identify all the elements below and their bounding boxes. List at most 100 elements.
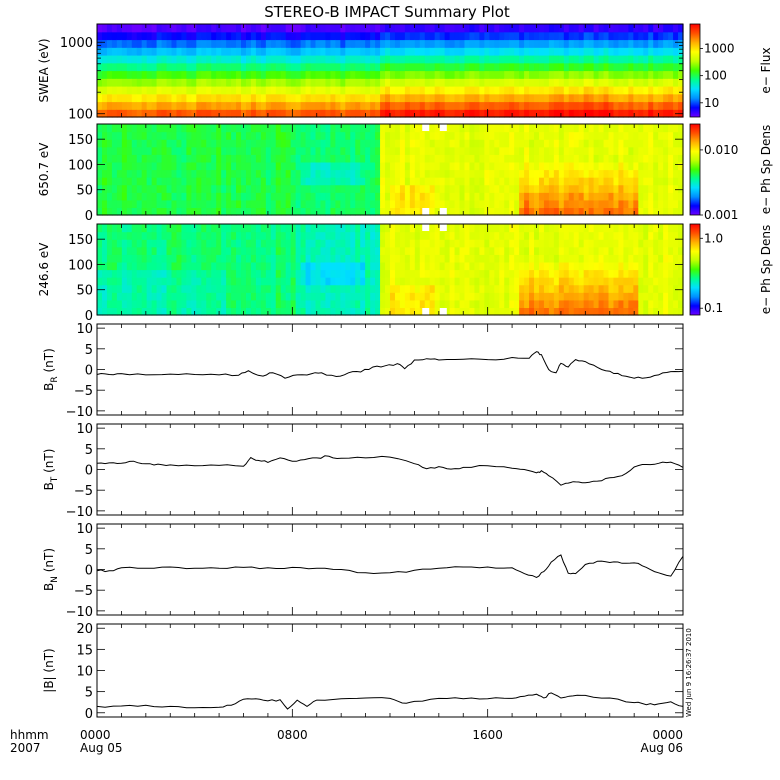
- heatmap-cell: [97, 124, 103, 133]
- heatmap-cell: [489, 146, 495, 155]
- heatmap-cell: [290, 47, 297, 56]
- heatmap-cell: [226, 169, 232, 178]
- heatmap-cell: [573, 207, 580, 216]
- heatmap-cell: [186, 207, 192, 216]
- heatmap-cell: [638, 169, 644, 178]
- heatmap-cell: [543, 161, 550, 171]
- heatmap-cell: [126, 39, 133, 48]
- heatmap-cell: [479, 207, 485, 216]
- heatmap-cell: [529, 39, 535, 48]
- heatmap-cell: [444, 101, 451, 110]
- heatmap-cell: [628, 124, 634, 133]
- heatmap-cell: [454, 169, 461, 178]
- heatmap-cell: [116, 78, 123, 87]
- heatmap-cell: [449, 261, 456, 271]
- heatmap-cell: [275, 24, 282, 33]
- heatmap-cell: [330, 224, 336, 233]
- heatmap-cell: [375, 47, 381, 56]
- heatmap-cell: [653, 184, 659, 193]
- heatmap-cell: [434, 269, 441, 278]
- heatmap-cell: [454, 139, 461, 148]
- heatmap-cell: [479, 269, 485, 278]
- heatmap-cell: [101, 154, 108, 163]
- heatmap-cell: [509, 184, 515, 193]
- heatmap-cell: [524, 131, 530, 140]
- heatmap-cell: [241, 254, 247, 263]
- heatmap-cell: [335, 177, 341, 186]
- heatmap-cell: [414, 86, 421, 95]
- heatmap-cell: [404, 169, 411, 178]
- heatmap-cell: [628, 93, 634, 103]
- heatmap-cell: [504, 207, 510, 216]
- heatmap-cell: [136, 93, 143, 103]
- heatmap-cell: [166, 277, 173, 286]
- heatmap-cell: [678, 177, 684, 186]
- heatmap-cell: [325, 101, 332, 110]
- heatmap-cell: [365, 169, 371, 178]
- heatmap-cell: [265, 161, 272, 171]
- heatmap-cell: [519, 101, 525, 110]
- heatmap-cell: [350, 284, 356, 293]
- heatmap-cell: [678, 261, 684, 271]
- heatmap-cell: [404, 307, 411, 316]
- heatmap-cell: [355, 146, 361, 155]
- heatmap-cell: [221, 269, 227, 278]
- heatmap-cell: [216, 177, 222, 186]
- heatmap-cell: [260, 292, 267, 301]
- heatmap-cell: [390, 224, 396, 233]
- heatmap-cell: [673, 93, 679, 103]
- heatmap-cell: [489, 254, 495, 263]
- heatmap-cell: [573, 254, 580, 263]
- heatmap-cell: [419, 55, 426, 64]
- heatmap-cell: [255, 292, 262, 301]
- heatmap-cell: [250, 269, 257, 278]
- heatmap-cell: [300, 55, 307, 64]
- heatmap-cell: [211, 269, 217, 278]
- heatmap-cell: [663, 31, 669, 41]
- heatmap-cell: [648, 269, 654, 278]
- heatmap-cell: [236, 47, 242, 56]
- heatmap-cell: [548, 124, 555, 133]
- data-gap: [439, 208, 447, 215]
- heatmap-cell: [156, 184, 163, 193]
- heatmap-cell: [101, 292, 108, 301]
- heatmap-cell: [543, 131, 550, 140]
- heatmap-cell: [161, 292, 168, 301]
- heatmap-cell: [390, 47, 396, 56]
- heatmap-cell: [226, 109, 232, 118]
- heatmap-cell: [494, 139, 500, 148]
- heatmap-cell: [563, 169, 570, 178]
- heatmap-cell: [553, 199, 560, 209]
- heatmap-cell: [365, 47, 371, 56]
- heatmap-cell: [663, 177, 669, 186]
- heatmap-cell: [484, 78, 490, 87]
- heatmap-cell: [608, 277, 615, 286]
- heatmap-cell: [305, 39, 312, 48]
- heatmap-cell: [141, 299, 148, 309]
- heatmap-cell: [181, 239, 187, 248]
- heatmap-cell: [578, 192, 585, 201]
- heatmap-cell: [265, 55, 272, 64]
- heatmap-cell: [548, 101, 555, 110]
- heatmap-cell: [250, 184, 257, 193]
- heatmap-cell: [414, 284, 421, 293]
- generation-timestamp: Wed Jun 9 16:26:37 2010: [685, 628, 693, 717]
- heatmap-cell: [206, 261, 212, 271]
- heatmap-cell: [489, 277, 495, 286]
- heatmap-cell: [365, 161, 371, 171]
- heatmap-cell: [573, 239, 580, 248]
- heatmap-cell: [300, 31, 307, 41]
- heatmap-cell: [479, 284, 485, 293]
- heatmap-cell: [414, 24, 421, 33]
- heatmap-cell: [558, 269, 565, 278]
- heatmap-cell: [106, 292, 113, 301]
- heatmap-cell: [414, 254, 421, 263]
- heatmap-cell: [111, 199, 118, 209]
- heatmap-cell: [181, 292, 187, 301]
- heatmap-cell: [191, 184, 197, 193]
- heatmap-cell: [598, 55, 605, 64]
- heatmap-cell: [181, 78, 187, 87]
- heatmap-cell: [221, 101, 227, 110]
- heatmap-cell: [558, 231, 565, 240]
